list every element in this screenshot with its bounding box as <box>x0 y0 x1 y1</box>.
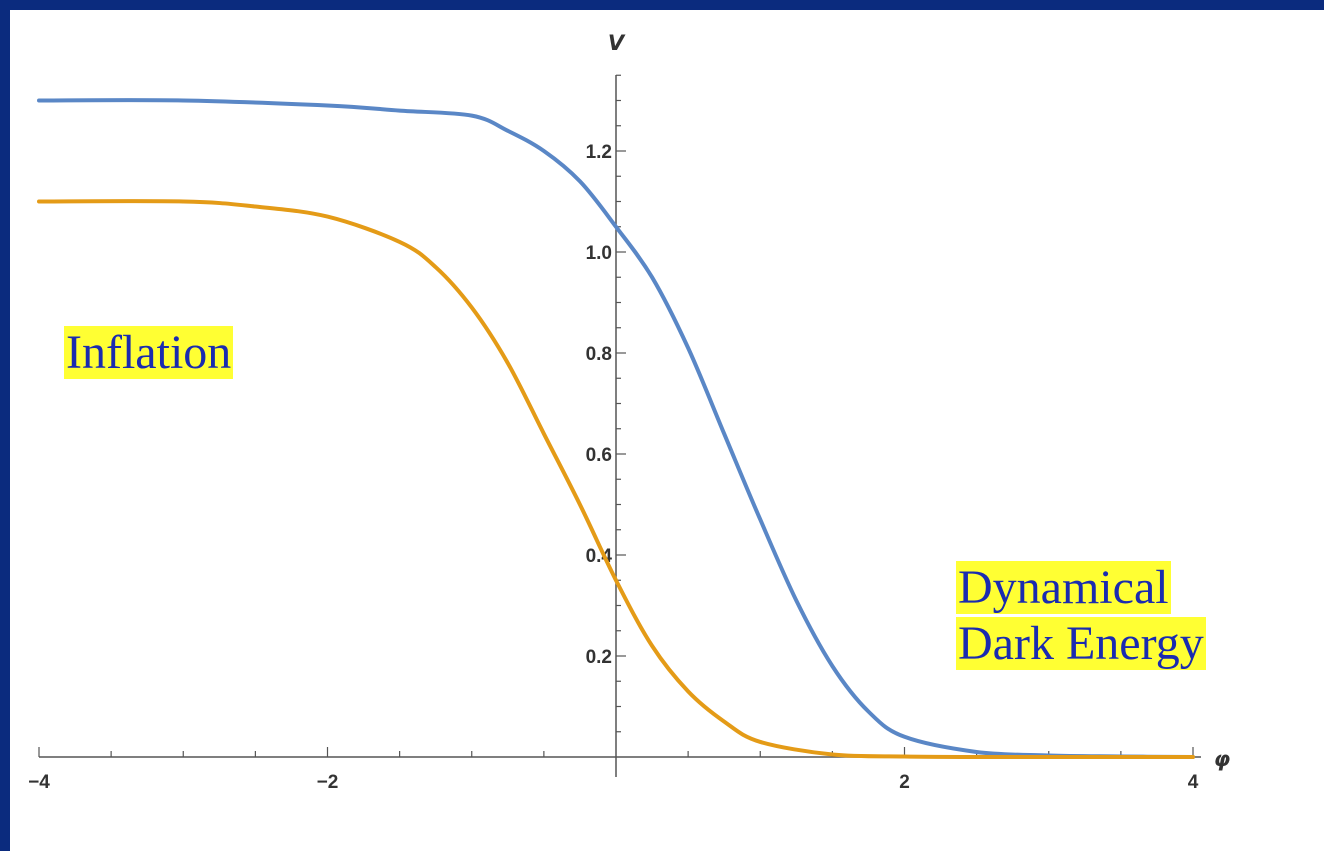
annotation-dynamical: Dynamical <box>956 561 1171 614</box>
series-line-orange <box>37 199 1195 760</box>
annotation-inflation-text: Inflation <box>64 326 234 379</box>
y-tick-label: 0.8 <box>586 344 612 365</box>
y-axis-label: V <box>608 31 626 55</box>
x-tick-label: −4 <box>28 772 50 793</box>
y-tick-label: 1.0 <box>586 243 612 264</box>
x-tick-label: −2 <box>317 772 339 793</box>
y-tick-label: 0.2 <box>586 647 612 668</box>
y-tick-label: 1.2 <box>586 142 612 163</box>
x-axis-label: φ <box>1214 747 1230 771</box>
figure-frame: −4 −2 2 4 0.2 0.4 0.6 0.8 1.0 1.2 φ V Inflation Dyn… <box>10 10 1324 851</box>
annotation-dark-energy-text: Dark Energy <box>956 617 1206 670</box>
x-tick-label: 2 <box>899 772 910 793</box>
chart: −4 −2 2 40.20.40.60.81.01.2φV <box>28 31 1230 793</box>
x-tick-label: 4 <box>1188 772 1199 793</box>
annotation-dynamical-text: Dynamical <box>956 561 1171 614</box>
annotation-dark-energy: Dark Energy <box>956 617 1206 670</box>
series-line-blue <box>37 98 1195 759</box>
annotation-inflation: Inflation <box>64 326 234 379</box>
y-tick-label: 0.6 <box>586 445 612 466</box>
